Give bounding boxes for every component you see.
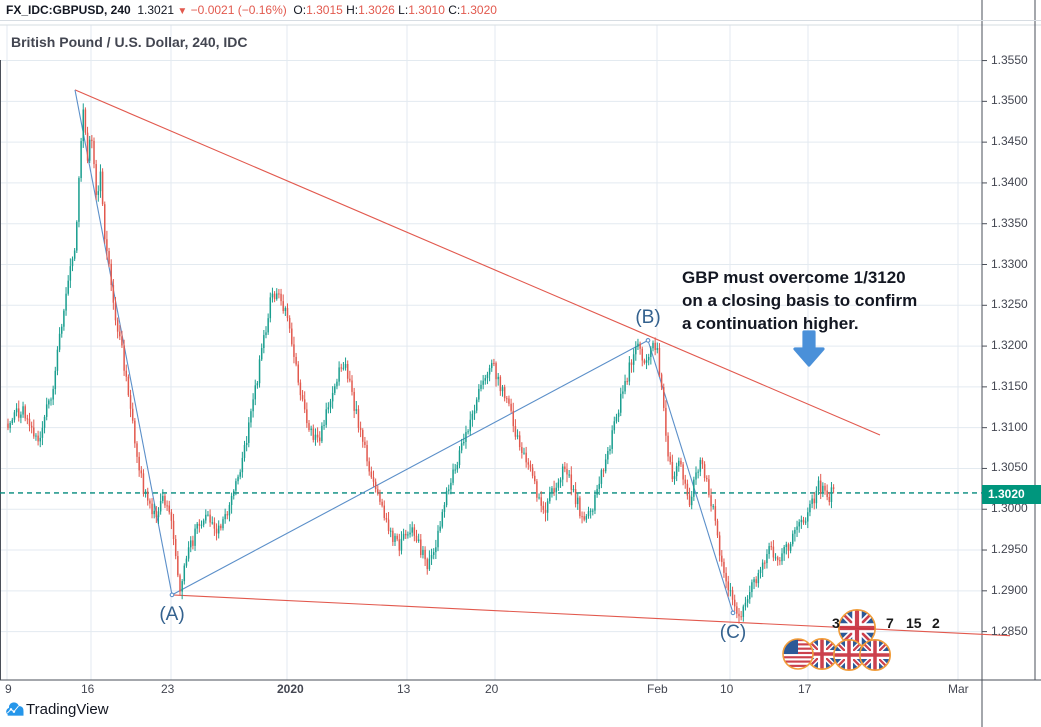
svg-text:15: 15 [906,615,922,631]
svg-text:7: 7 [886,615,894,631]
svg-text:2: 2 [932,615,940,631]
svg-text:3: 3 [832,615,840,631]
